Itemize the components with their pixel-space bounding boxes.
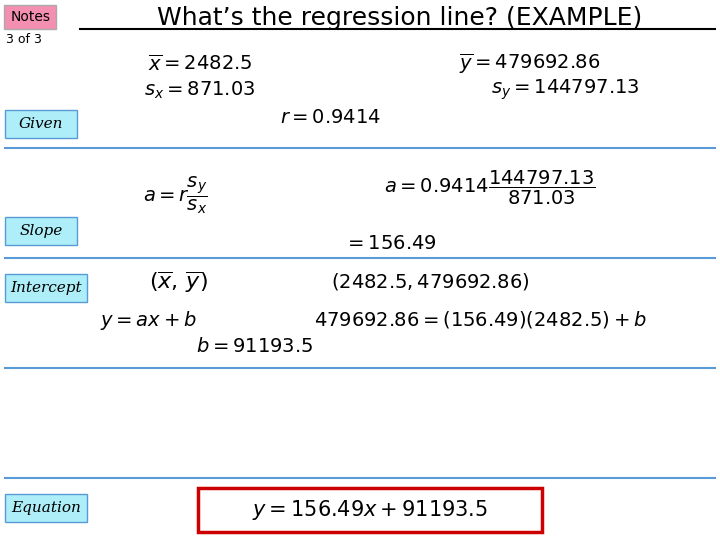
Text: $479692.86=(156.49)(2482.5)+b$: $479692.86=(156.49)(2482.5)+b$ <box>314 309 647 330</box>
Text: $a=r\dfrac{s_y}{s_x}$: $a=r\dfrac{s_y}{s_x}$ <box>143 174 207 216</box>
Text: Equation: Equation <box>12 501 81 515</box>
Text: Given: Given <box>19 117 63 131</box>
FancyBboxPatch shape <box>198 488 542 532</box>
FancyBboxPatch shape <box>4 5 56 29</box>
FancyBboxPatch shape <box>5 217 77 245</box>
Text: $s_x=871.03$: $s_x=871.03$ <box>145 79 256 100</box>
Text: $y=ax+b$: $y=ax+b$ <box>99 308 197 332</box>
Text: $=156.49$: $=156.49$ <box>343 235 436 253</box>
Text: $a=0.9414\dfrac{144797.13}{871.03}$: $a=0.9414\dfrac{144797.13}{871.03}$ <box>384 169 596 207</box>
Text: $\overline{y}=479692.86$: $\overline{y}=479692.86$ <box>459 52 600 76</box>
Text: Notes: Notes <box>10 10 50 24</box>
Text: $b=91193.5$: $b=91193.5$ <box>197 338 314 356</box>
FancyBboxPatch shape <box>5 110 77 138</box>
Text: $s_y=144797.13$: $s_y=144797.13$ <box>491 78 639 102</box>
Text: Intercept: Intercept <box>10 281 82 295</box>
Text: What’s the regression line? (EXAMPLE): What’s the regression line? (EXAMPLE) <box>158 6 643 30</box>
Text: $r=0.9414$: $r=0.9414$ <box>279 109 381 127</box>
Text: Slope: Slope <box>19 224 63 238</box>
Text: $(2482.5,479692.86)$: $(2482.5,479692.86)$ <box>331 272 529 293</box>
FancyBboxPatch shape <box>5 494 87 522</box>
Text: $y=156.49x+91193.5$: $y=156.49x+91193.5$ <box>252 498 488 522</box>
Text: $\overline{x}=2482.5$: $\overline{x}=2482.5$ <box>148 53 253 75</box>
Text: $(\overline{x},\,\overline{y})$: $(\overline{x},\,\overline{y})$ <box>149 269 207 295</box>
FancyBboxPatch shape <box>5 274 87 302</box>
Text: 3 of 3: 3 of 3 <box>6 33 42 46</box>
